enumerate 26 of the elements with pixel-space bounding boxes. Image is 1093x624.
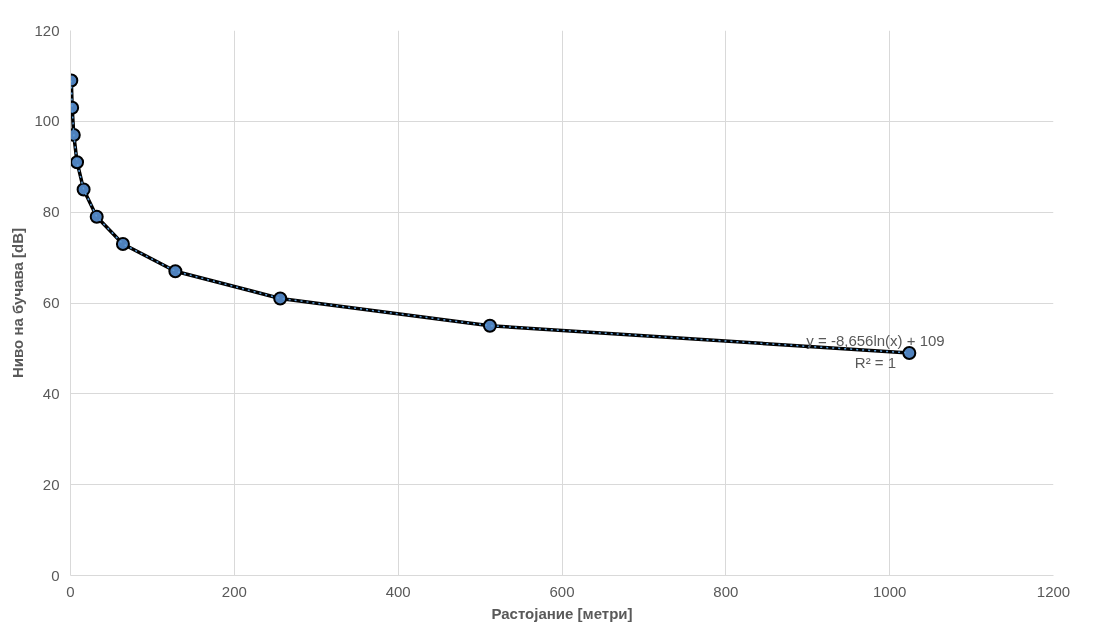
y-tick-label: 100 xyxy=(34,112,60,130)
y-tick-label: 0 xyxy=(51,566,60,584)
x-tick-label: 200 xyxy=(221,582,247,600)
x-tick-label: 800 xyxy=(713,582,739,600)
point xyxy=(168,264,183,279)
y-tick-label: 20 xyxy=(42,475,60,493)
point xyxy=(115,236,130,251)
point xyxy=(273,291,288,306)
point xyxy=(76,182,91,197)
point xyxy=(70,155,85,170)
point xyxy=(902,345,917,360)
x-tick-label: 400 xyxy=(385,582,411,600)
x-tick-label: 1000 xyxy=(872,582,907,600)
point xyxy=(89,209,104,224)
x-axis-title: Растојание [метри] xyxy=(491,604,633,622)
y-tick-label: 80 xyxy=(42,203,60,221)
y-tick-label: 60 xyxy=(42,294,60,311)
x-tick-label: 0 xyxy=(66,582,75,600)
point xyxy=(482,318,497,333)
y-tick-label: 40 xyxy=(42,384,60,402)
x-tick-label: 600 xyxy=(549,582,575,600)
annotation: y = -8,656ln(x) + 109 xyxy=(806,332,945,349)
annotation: R² = 1 xyxy=(854,354,897,371)
y-tick-label: 120 xyxy=(34,21,60,39)
x-tick-label: 1200 xyxy=(1036,582,1071,600)
y-axis-title: Ниво на бучава [dB] xyxy=(9,228,27,378)
